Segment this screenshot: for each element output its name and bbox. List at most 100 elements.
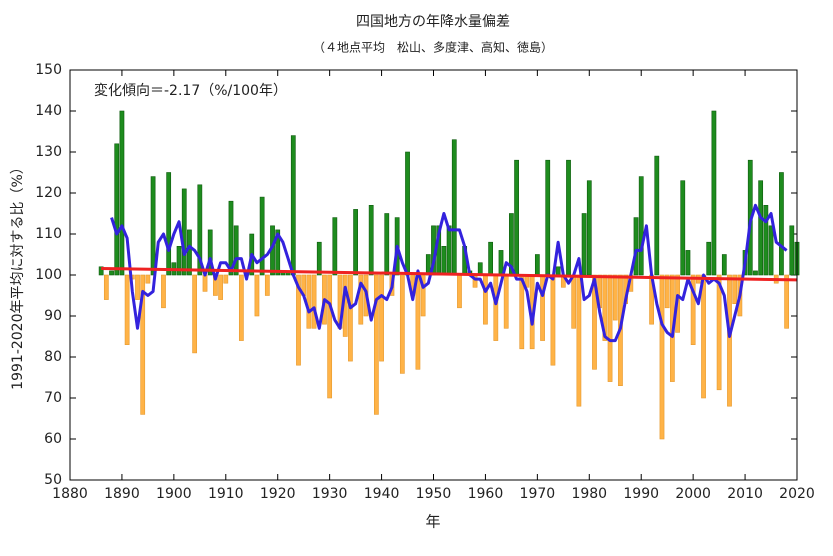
x-tick-label: 1970 [520, 486, 556, 502]
bar [763, 205, 769, 276]
bar [441, 246, 447, 276]
bar [690, 274, 696, 345]
bar [498, 250, 504, 276]
bar [758, 180, 764, 276]
bar [727, 274, 732, 407]
y-tick-label: 130 [35, 144, 62, 160]
x-tick-label: 2010 [727, 486, 763, 502]
x-axis-label: 年 [425, 513, 440, 531]
bar [181, 188, 187, 276]
bar [534, 254, 540, 276]
bar [124, 274, 130, 345]
y-tick-label: 120 [35, 185, 62, 201]
x-tick-label: 1890 [104, 486, 140, 502]
bar [311, 274, 317, 329]
bar [176, 246, 182, 276]
x-tick-label: 1950 [416, 486, 452, 502]
y-tick-label: 90 [44, 308, 62, 324]
bar [353, 209, 358, 276]
bar [701, 274, 706, 399]
chart-title: 四国地方の年降水量偏差 [356, 14, 510, 30]
bar [457, 274, 462, 309]
x-tick-label: 1920 [260, 486, 296, 502]
bar [238, 274, 244, 341]
x-tick-label: 1940 [364, 486, 400, 502]
bar [405, 151, 410, 276]
y-tick-label: 80 [44, 349, 62, 365]
bar [119, 110, 125, 276]
bar [571, 274, 577, 329]
bar [374, 274, 379, 415]
bar [706, 241, 712, 276]
bar [187, 229, 192, 276]
bar [477, 262, 483, 276]
annotation: 変化傾向＝-2.17（%/100年） [94, 82, 287, 99]
y-axis-label: 1991-2020年平均に対する比（%） [10, 160, 26, 390]
bar [732, 274, 738, 305]
bar [633, 217, 639, 276]
bar [197, 184, 203, 276]
running-mean-line [110, 203, 788, 343]
bar [399, 274, 405, 374]
y-tick-label: 60 [44, 431, 62, 447]
x-tick-label: 2020 [779, 486, 815, 502]
x-tick-label: 1990 [623, 486, 659, 502]
bar [451, 139, 457, 276]
bar [680, 180, 686, 276]
bar [114, 143, 120, 276]
bar [612, 274, 618, 321]
x-tick-label: 2000 [675, 486, 711, 502]
chart-subtitle: （４地点平均 松山、多度津、高知、徳島） [313, 40, 553, 55]
bar [103, 274, 109, 300]
bar [166, 172, 172, 276]
y-tick-label: 70 [44, 390, 62, 406]
y-tick-label: 150 [35, 62, 62, 78]
bar [789, 225, 795, 276]
bar [654, 155, 660, 276]
bar [296, 274, 301, 366]
bar [514, 159, 519, 276]
bar [784, 274, 789, 329]
bar [488, 241, 493, 276]
bar [368, 205, 374, 276]
y-tick-label: 50 [44, 472, 62, 488]
y-tick-label: 140 [35, 103, 62, 119]
bar [358, 274, 364, 325]
bar [586, 180, 592, 276]
bar [150, 176, 156, 276]
x-tick-label: 1960 [468, 486, 504, 502]
bar [223, 274, 229, 284]
bar [415, 274, 421, 370]
bar [98, 266, 104, 276]
bar [581, 213, 587, 276]
bar [161, 274, 166, 309]
bar [145, 274, 151, 284]
bar [446, 225, 452, 276]
x-tick-label: 1900 [156, 486, 192, 502]
bar [348, 274, 353, 362]
bar [233, 225, 239, 276]
bar [306, 274, 312, 329]
bar [379, 274, 384, 362]
y-tick-label: 110 [35, 226, 62, 242]
bar [721, 254, 727, 276]
bar [545, 159, 551, 276]
bar [711, 110, 717, 276]
bar [202, 274, 208, 292]
bar [259, 196, 265, 276]
bar [659, 274, 665, 440]
bar [327, 274, 333, 399]
bar [109, 270, 114, 276]
x-tick-label: 1910 [208, 486, 244, 502]
bar [638, 176, 644, 276]
bar [779, 172, 784, 276]
bar [264, 274, 270, 296]
bar [503, 274, 509, 329]
bar [275, 229, 281, 276]
x-tick-label: 1880 [52, 486, 88, 502]
bar [716, 274, 722, 391]
plot-frame [69, 69, 798, 481]
bar [753, 270, 758, 276]
bar [192, 274, 198, 354]
